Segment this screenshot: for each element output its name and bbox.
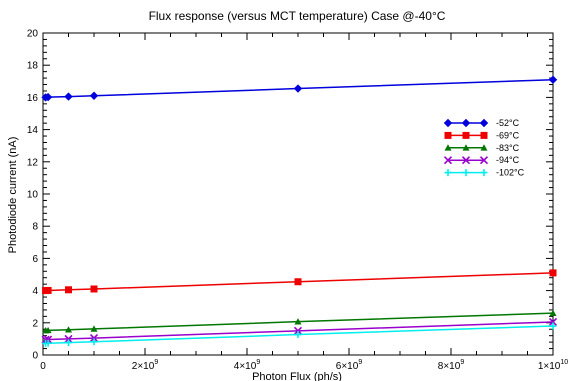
legend: -52°C -69°C -83°C -94°C -102°C — [443, 118, 525, 178]
x-tick-base: 2×10 — [132, 361, 155, 372]
legend-label: -83°C — [496, 143, 520, 153]
legend-item: -94°C — [443, 155, 520, 165]
y-tick-label: 16 — [27, 93, 39, 104]
data-point — [44, 326, 52, 334]
data-point — [90, 285, 98, 293]
data-point — [65, 326, 72, 333]
legend-marker — [462, 144, 470, 151]
x-tick-base: 8×10 — [438, 361, 461, 372]
legend-marker — [461, 156, 471, 165]
x-tick-exponent: 9 — [256, 359, 260, 366]
x-tick-label: 4×109 — [234, 359, 261, 372]
x-tick-base: 6×10 — [336, 361, 359, 372]
data-point — [44, 339, 52, 347]
x-tick-exponent: 10 — [560, 359, 568, 366]
x-tick-base: 4×10 — [234, 361, 257, 372]
data-point — [549, 269, 557, 277]
chart-title: Flux response (versus MCT temperature) C… — [149, 9, 446, 23]
x-tick-label: 6×109 — [336, 359, 363, 372]
y-tick-label: 6 — [32, 254, 38, 265]
y-axis-label: Photodiode current (nA) — [7, 137, 19, 254]
series-line — [45, 321, 554, 341]
series-2 — [42, 269, 557, 295]
legend-marker — [444, 131, 452, 139]
data-point — [89, 334, 99, 343]
series-4 — [41, 317, 558, 344]
data-point — [89, 91, 99, 100]
x-tick-base: 1×10 — [538, 361, 561, 372]
data-point — [549, 322, 557, 330]
x-axis-label: Photon Flux (ph/s) — [252, 371, 342, 381]
data-point — [64, 92, 73, 101]
data-point — [90, 325, 98, 332]
series-3 — [42, 309, 557, 334]
legend-label: -94°C — [496, 155, 520, 165]
data-point — [64, 334, 73, 343]
data-point — [90, 338, 98, 346]
legend-marker — [479, 156, 489, 165]
plot-frame — [42, 32, 554, 356]
data-point — [294, 278, 302, 286]
plot-border — [42, 32, 554, 356]
y-tick-label: 12 — [27, 157, 39, 168]
y-tick-label: 4 — [32, 286, 38, 297]
legend-marker — [480, 131, 488, 139]
y-tick-label: 8 — [32, 222, 38, 233]
legend-marker — [462, 131, 470, 139]
legend-label: -69°C — [496, 130, 520, 140]
legend-item: -83°C — [444, 143, 520, 153]
series-layer — [41, 75, 558, 347]
y-tick-label: 18 — [27, 61, 39, 72]
data-point — [294, 331, 302, 339]
x-tick-exponent: 9 — [154, 359, 158, 366]
data-point — [548, 75, 558, 84]
data-point — [44, 286, 52, 294]
legend-label: -52°C — [496, 118, 520, 128]
legend-marker — [480, 169, 488, 177]
x-tick-label: 0 — [40, 361, 46, 372]
legend-item: -69°C — [444, 130, 520, 140]
y-tick-label: 20 — [27, 29, 39, 40]
legend-marker — [444, 144, 452, 151]
legend-item: -102°C — [444, 168, 525, 178]
legend-marker — [444, 169, 452, 177]
data-point — [43, 92, 53, 102]
data-point — [65, 286, 72, 294]
y-tick-label: 0 — [32, 351, 38, 362]
legend-marker — [480, 144, 488, 151]
y-axis: 0 2 4 6 8 10 12 14 16 18 20 — [27, 29, 553, 362]
series-1 — [41, 75, 558, 102]
legend-marker — [443, 118, 453, 128]
legend-item: -52°C — [443, 118, 520, 128]
legend-marker — [462, 169, 470, 177]
y-tick-label: 10 — [27, 190, 39, 201]
data-point — [293, 326, 303, 335]
x-tick-exponent: 9 — [358, 359, 362, 366]
x-tick-label: 1×1010 — [538, 359, 568, 372]
x-axis: 0 2×109 4×109 6×109 8×109 1×1010 — [40, 33, 568, 372]
legend-marker — [461, 118, 471, 128]
y-tick-label: 14 — [27, 125, 39, 136]
x-tick-label: 2×109 — [132, 359, 159, 372]
data-point — [65, 339, 72, 347]
data-point — [549, 309, 557, 316]
x-tick-label: 8×109 — [438, 359, 465, 372]
legend-label: -102°C — [496, 168, 525, 178]
data-point — [548, 317, 558, 327]
data-point — [294, 318, 302, 325]
series-5 — [42, 322, 557, 347]
data-point — [293, 84, 303, 93]
legend-marker — [479, 118, 489, 128]
y-tick-label: 2 — [32, 318, 38, 329]
x-tick-base: 0 — [40, 361, 46, 372]
legend-marker — [443, 156, 453, 165]
x-tick-exponent: 9 — [460, 359, 464, 366]
